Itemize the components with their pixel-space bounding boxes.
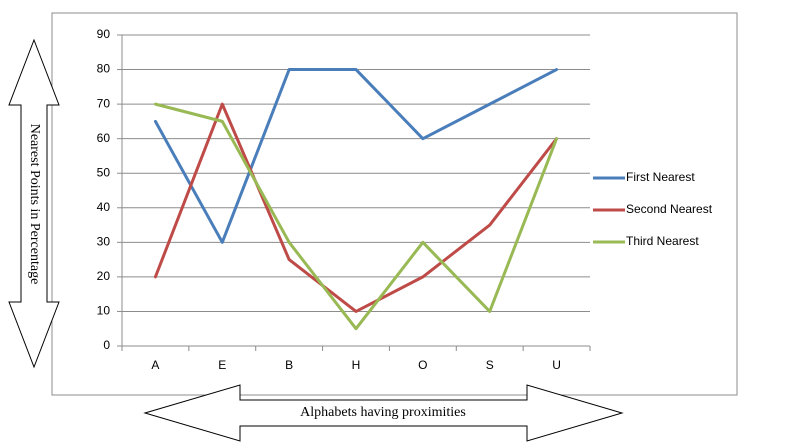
gridlines bbox=[122, 34, 590, 312]
x-tick-label: H bbox=[352, 358, 361, 372]
y-tick-labels: 0 10 20 30 40 50 60 70 80 90 bbox=[97, 27, 111, 352]
x-tick-label: S bbox=[486, 358, 494, 372]
y-tick-label: 70 bbox=[97, 96, 111, 110]
y-tick-label: 40 bbox=[97, 200, 111, 214]
y-tick-label: 60 bbox=[97, 131, 111, 145]
y-axis-label-arrow: Nearest Points in Percentage bbox=[8, 38, 60, 369]
x-tick-label: E bbox=[218, 358, 226, 372]
double-arrow-vertical-icon bbox=[8, 38, 60, 369]
x-tick-label: B bbox=[285, 358, 293, 372]
x-tick-label: O bbox=[418, 358, 427, 372]
legend-label: Third Nearest bbox=[626, 234, 699, 248]
chart-frame bbox=[51, 12, 738, 396]
y-tick-label: 30 bbox=[97, 235, 111, 249]
legend-label: First Nearest bbox=[626, 170, 695, 184]
y-tick-label: 80 bbox=[97, 62, 111, 76]
double-arrow-horizontal-icon bbox=[143, 384, 624, 442]
y-tick-label: 90 bbox=[97, 27, 111, 41]
y-tick-label: 10 bbox=[97, 304, 111, 318]
legend: First Nearest Second Nearest Third Nearest bbox=[593, 170, 713, 248]
x-tick-label: A bbox=[151, 358, 159, 372]
y-tick-label: 0 bbox=[103, 338, 110, 352]
y-tick-label: 50 bbox=[97, 165, 111, 179]
legend-label: Second Nearest bbox=[626, 202, 713, 216]
x-axis-label-arrow: Alphabets having proximities bbox=[143, 384, 624, 442]
series-lines bbox=[153, 68, 559, 331]
series-line-3 bbox=[153, 102, 559, 331]
y-axis-label: Nearest Points in Percentage bbox=[27, 124, 42, 285]
series-line-2 bbox=[153, 102, 559, 313]
y-tick-label: 20 bbox=[97, 269, 111, 283]
x-tick-label: U bbox=[552, 358, 561, 372]
series-line-1 bbox=[153, 68, 559, 244]
x-axis-label: Alphabets having proximities bbox=[300, 405, 466, 420]
axes bbox=[117, 34, 591, 351]
